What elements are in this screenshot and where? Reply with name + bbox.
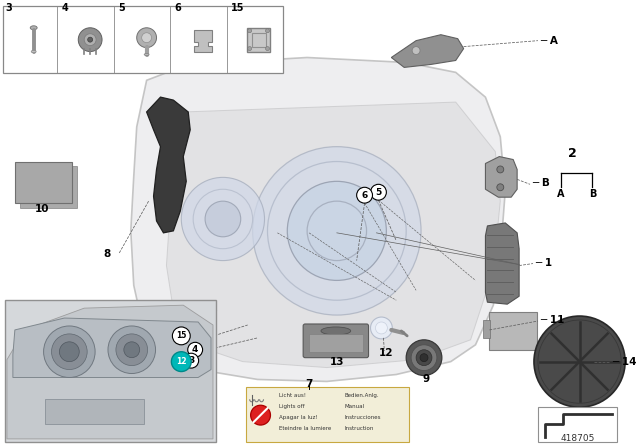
Text: 4: 4 bbox=[192, 345, 198, 354]
Polygon shape bbox=[131, 57, 505, 381]
Circle shape bbox=[172, 352, 191, 371]
Circle shape bbox=[371, 184, 387, 200]
Text: 8: 8 bbox=[104, 249, 111, 258]
Polygon shape bbox=[194, 30, 212, 52]
Circle shape bbox=[497, 166, 504, 173]
Ellipse shape bbox=[144, 53, 149, 56]
Text: 5: 5 bbox=[118, 3, 125, 13]
Circle shape bbox=[534, 316, 625, 407]
Circle shape bbox=[141, 33, 152, 43]
Polygon shape bbox=[7, 305, 213, 439]
FancyBboxPatch shape bbox=[246, 28, 271, 52]
FancyBboxPatch shape bbox=[538, 407, 617, 442]
Text: Instruction: Instruction bbox=[345, 426, 374, 431]
Polygon shape bbox=[485, 223, 519, 304]
Circle shape bbox=[251, 405, 271, 425]
Text: 12: 12 bbox=[379, 348, 394, 358]
FancyBboxPatch shape bbox=[246, 388, 409, 442]
FancyBboxPatch shape bbox=[20, 167, 77, 208]
Text: 15: 15 bbox=[231, 3, 244, 13]
Circle shape bbox=[497, 184, 504, 191]
Text: ─ A: ─ A bbox=[540, 36, 558, 46]
Circle shape bbox=[371, 317, 392, 339]
Polygon shape bbox=[391, 34, 463, 67]
Circle shape bbox=[406, 340, 442, 375]
Circle shape bbox=[188, 342, 203, 357]
FancyBboxPatch shape bbox=[15, 162, 72, 203]
Circle shape bbox=[181, 177, 264, 261]
Text: ─ 14: ─ 14 bbox=[612, 357, 637, 366]
Circle shape bbox=[376, 322, 387, 334]
Polygon shape bbox=[485, 156, 517, 197]
Circle shape bbox=[266, 29, 269, 33]
Ellipse shape bbox=[30, 26, 37, 30]
Text: Bedien.Anlg.: Bedien.Anlg. bbox=[345, 393, 380, 398]
Circle shape bbox=[78, 28, 102, 52]
Ellipse shape bbox=[321, 327, 351, 335]
Circle shape bbox=[411, 345, 437, 370]
Circle shape bbox=[116, 334, 148, 366]
FancyBboxPatch shape bbox=[309, 334, 363, 352]
Text: A: A bbox=[557, 189, 564, 199]
Circle shape bbox=[60, 342, 79, 362]
Circle shape bbox=[266, 47, 269, 51]
Text: Manual: Manual bbox=[345, 404, 365, 409]
Circle shape bbox=[205, 201, 241, 237]
Text: B: B bbox=[589, 189, 596, 199]
Circle shape bbox=[44, 326, 95, 378]
Circle shape bbox=[84, 34, 96, 46]
Text: 3: 3 bbox=[5, 3, 12, 13]
Circle shape bbox=[184, 353, 198, 368]
FancyBboxPatch shape bbox=[45, 399, 143, 424]
FancyBboxPatch shape bbox=[483, 320, 490, 338]
FancyBboxPatch shape bbox=[3, 6, 284, 73]
Circle shape bbox=[356, 187, 372, 203]
Text: 10: 10 bbox=[35, 204, 49, 214]
Text: ─ B: ─ B bbox=[532, 178, 550, 188]
Text: 418705: 418705 bbox=[561, 434, 595, 443]
Text: 2: 2 bbox=[568, 147, 577, 160]
Text: 5: 5 bbox=[375, 188, 381, 197]
Polygon shape bbox=[147, 97, 190, 233]
Circle shape bbox=[88, 37, 93, 42]
Ellipse shape bbox=[31, 50, 36, 53]
Circle shape bbox=[51, 334, 87, 370]
Text: Eteindre la lumiere: Eteindre la lumiere bbox=[280, 426, 332, 431]
FancyBboxPatch shape bbox=[303, 324, 369, 358]
Text: Lights off: Lights off bbox=[280, 404, 305, 409]
Polygon shape bbox=[13, 318, 211, 378]
Text: 7: 7 bbox=[305, 379, 313, 389]
Circle shape bbox=[420, 354, 428, 362]
Text: ─ 1: ─ 1 bbox=[535, 258, 552, 267]
Circle shape bbox=[124, 342, 140, 358]
Circle shape bbox=[248, 29, 252, 33]
Text: 15: 15 bbox=[176, 332, 186, 340]
Circle shape bbox=[108, 326, 156, 374]
Text: ─ 11: ─ 11 bbox=[540, 315, 564, 325]
FancyBboxPatch shape bbox=[490, 312, 537, 350]
Text: Instrucciones: Instrucciones bbox=[345, 415, 381, 420]
Circle shape bbox=[137, 28, 157, 47]
Text: 12: 12 bbox=[176, 357, 186, 366]
Text: 6: 6 bbox=[362, 191, 368, 200]
Text: 9: 9 bbox=[422, 375, 429, 384]
Text: Apagar la luz!: Apagar la luz! bbox=[280, 415, 318, 420]
Circle shape bbox=[172, 327, 190, 345]
Polygon shape bbox=[166, 102, 500, 367]
Text: 3: 3 bbox=[188, 356, 195, 365]
Circle shape bbox=[253, 146, 421, 315]
Circle shape bbox=[416, 350, 432, 366]
Text: 4: 4 bbox=[61, 3, 68, 13]
Text: Licht aus!: Licht aus! bbox=[280, 393, 307, 398]
Circle shape bbox=[412, 47, 420, 55]
FancyBboxPatch shape bbox=[5, 300, 216, 442]
Circle shape bbox=[248, 47, 252, 51]
Text: 13: 13 bbox=[330, 357, 344, 366]
Circle shape bbox=[287, 181, 387, 280]
Text: 6: 6 bbox=[174, 3, 181, 13]
